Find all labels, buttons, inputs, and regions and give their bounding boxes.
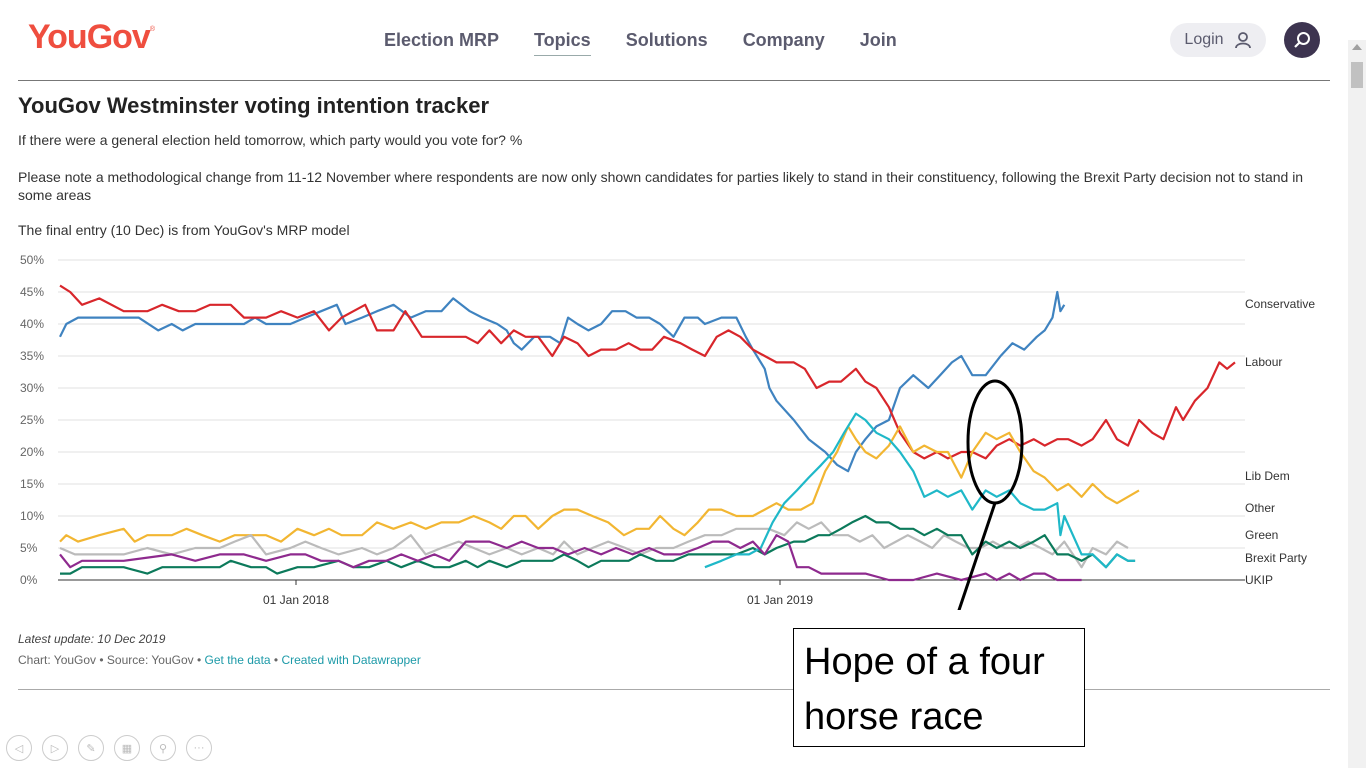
methodology-note: Please note a methodological change from… (18, 169, 1304, 203)
y-axis: 0% 5% 10% 15% 20% 25% 30% 35% 40% 45% 50% (20, 253, 44, 587)
annotation-box: Hope of a four horse race (793, 628, 1085, 747)
ellipsis-icon: ··· (193, 742, 205, 754)
y-tick-label: 15% (20, 477, 44, 491)
footer-divider (18, 689, 1330, 690)
login-button[interactable]: Login (1170, 23, 1266, 57)
chart-title: YouGov Westminster voting intention trac… (18, 93, 490, 118)
series-label: UKIP (1245, 573, 1273, 587)
magnifier-icon: ⚲ (158, 742, 168, 755)
chart-grid (58, 259, 1245, 581)
nav-company[interactable]: Company (742, 30, 825, 50)
search-button[interactable] (1284, 22, 1320, 58)
final-entry-note: The final entry (10 Dec) is from YouGov'… (18, 222, 350, 238)
get-data-link[interactable]: Get the data (204, 653, 271, 667)
next-slide-button[interactable]: ▷ (42, 735, 68, 761)
header-divider (18, 80, 1330, 81)
series-line-labour (59, 284, 1236, 460)
scrollbar-thumb[interactable] (1351, 62, 1363, 88)
slide-controls: ◁ ▷ ✎ ▦ ⚲ ··· (6, 735, 212, 761)
yougov-logo[interactable]: YouGov® (28, 18, 155, 56)
source-separator: • (270, 653, 282, 667)
page-scrollbar[interactable] (1348, 40, 1366, 768)
arrow-right-icon: ▷ (50, 742, 60, 755)
chart-subtitle: If there were a general election held to… (18, 132, 523, 148)
more-button[interactable]: ··· (186, 735, 212, 761)
y-tick-label: 25% (20, 413, 44, 427)
series-line-other (59, 521, 1129, 569)
y-tick-label: 35% (20, 349, 44, 363)
series-label: Brexit Party (1245, 551, 1307, 565)
y-tick-label: 50% (20, 253, 44, 267)
y-tick-label: 20% (20, 445, 44, 459)
y-tick-label: 30% (20, 381, 44, 395)
series-label: Green (1245, 528, 1278, 542)
series-line-conservative (59, 290, 1066, 473)
site-header: YouGov® Election MRP Topics Solutions Co… (0, 0, 1366, 80)
nav-solutions[interactable]: Solutions (625, 30, 708, 50)
pen-button[interactable]: ✎ (78, 735, 104, 761)
slides-icon: ▦ (121, 742, 133, 755)
y-tick-label: 5% (20, 541, 38, 555)
series-label: Conservative (1245, 297, 1315, 311)
series-line-lib-dem (59, 425, 1140, 543)
series-label: Lib Dem (1245, 469, 1290, 483)
latest-update: Latest update: 10 Dec 2019 (18, 632, 166, 646)
voting-intention-chart: 0% 5% 10% 15% 20% 25% 30% 35% 40% 45% 50% 01 Jan 2… (20, 253, 1315, 610)
login-label: Login (1184, 31, 1224, 48)
nav-join[interactable]: Join (859, 30, 897, 50)
y-tick-label: 0% (20, 573, 38, 587)
annotation-marks (957, 379, 1024, 610)
zoom-button[interactable]: ⚲ (150, 735, 176, 761)
user-icon (1234, 32, 1251, 49)
series-line-green (60, 514, 1136, 575)
nav-topics[interactable]: Topics (534, 30, 591, 56)
series-label: Labour (1245, 355, 1282, 369)
prev-slide-button[interactable]: ◁ (6, 735, 32, 761)
chart-source: Chart: YouGov • Source: YouGov • Get the… (18, 653, 421, 667)
series-line-brexit-party (704, 412, 1136, 569)
search-icon (1294, 32, 1310, 48)
datawrapper-link[interactable]: Created with Datawrapper (281, 653, 421, 667)
annotation-text: Hope of a four horse race (804, 641, 1045, 738)
y-tick-label: 40% (20, 317, 44, 331)
y-tick-label: 10% (20, 509, 44, 523)
series-line-ukip (59, 534, 1082, 582)
x-axis: 01 Jan 2018 01 Jan 2019 (263, 580, 813, 607)
arrow-left-icon: ◁ (14, 742, 24, 755)
slides-button[interactable]: ▦ (114, 735, 140, 761)
source-text: Chart: YouGov • Source: YouGov • (18, 653, 205, 667)
scroll-up-arrow-icon[interactable] (1352, 44, 1362, 50)
pen-icon: ✎ (86, 742, 96, 755)
y-tick-label: 45% (20, 285, 44, 299)
main-nav: Election MRP Topics Solutions Company Jo… (384, 30, 932, 56)
annotation-pointer (957, 502, 997, 610)
nav-election-mrp[interactable]: Election MRP (384, 30, 500, 50)
series-labels: Conservative Labour Lib Dem Other Green Brexi… (1245, 297, 1315, 587)
series-label: Other (1245, 501, 1275, 515)
chart-series (59, 284, 1236, 582)
x-tick-label: 01 Jan 2019 (747, 593, 813, 607)
x-tick-label: 01 Jan 2018 (263, 593, 329, 607)
